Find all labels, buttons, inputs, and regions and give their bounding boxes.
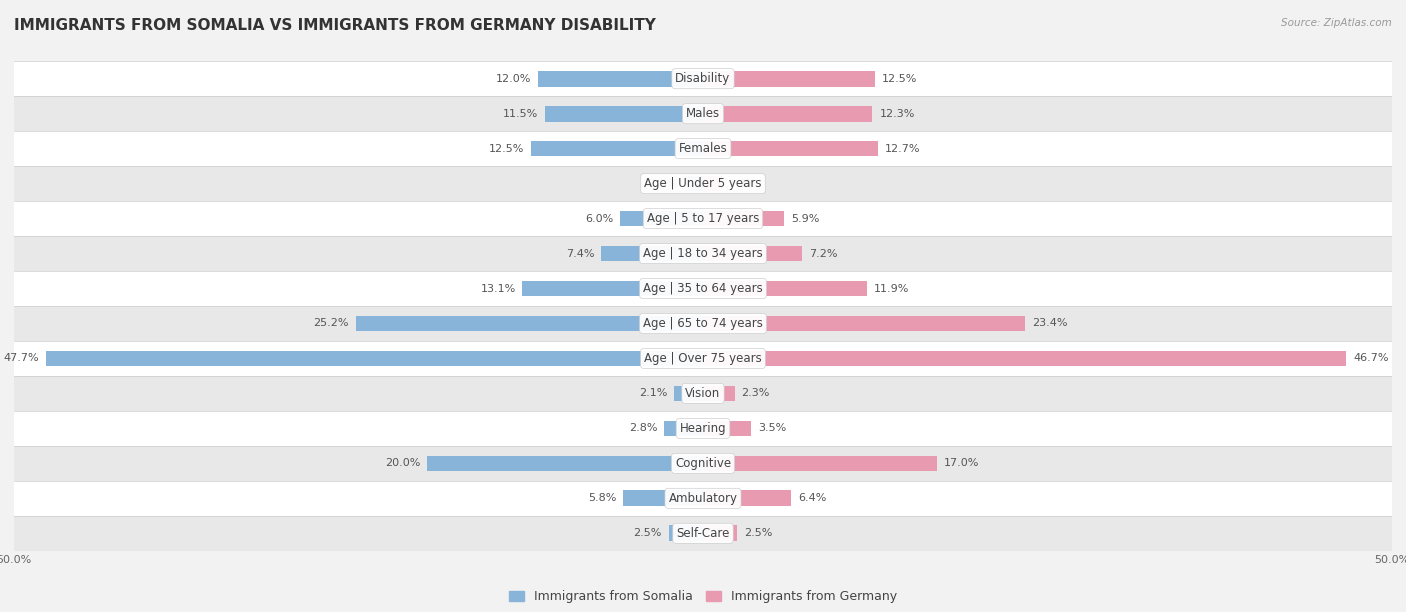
- Text: 1.4%: 1.4%: [730, 179, 758, 188]
- Text: 12.5%: 12.5%: [882, 73, 918, 84]
- Bar: [14, 131, 1392, 166]
- Text: 11.9%: 11.9%: [875, 283, 910, 294]
- Text: Ambulatory: Ambulatory: [668, 492, 738, 505]
- Text: 13.1%: 13.1%: [481, 283, 516, 294]
- Bar: [703, 386, 735, 401]
- Text: Self-Care: Self-Care: [676, 527, 730, 540]
- Bar: [14, 376, 1392, 411]
- Text: 12.7%: 12.7%: [884, 144, 921, 154]
- Text: 3.5%: 3.5%: [758, 424, 786, 433]
- Bar: [14, 306, 1392, 341]
- Bar: [703, 245, 803, 261]
- Bar: [14, 516, 1392, 551]
- Text: 2.8%: 2.8%: [628, 424, 658, 433]
- Bar: [14, 96, 1392, 131]
- Text: 2.5%: 2.5%: [744, 528, 773, 539]
- Bar: [703, 141, 877, 157]
- Text: Age | 35 to 64 years: Age | 35 to 64 years: [643, 282, 763, 295]
- Text: Source: ZipAtlas.com: Source: ZipAtlas.com: [1281, 18, 1392, 28]
- Text: 2.1%: 2.1%: [638, 389, 668, 398]
- Bar: [703, 71, 875, 86]
- Bar: [703, 211, 785, 226]
- Text: 12.0%: 12.0%: [495, 73, 531, 84]
- Text: Age | Over 75 years: Age | Over 75 years: [644, 352, 762, 365]
- Text: 23.4%: 23.4%: [1032, 318, 1067, 329]
- Text: 25.2%: 25.2%: [314, 318, 349, 329]
- Bar: [669, 526, 703, 541]
- Text: 6.4%: 6.4%: [799, 493, 827, 503]
- Bar: [600, 245, 703, 261]
- Bar: [703, 526, 738, 541]
- Bar: [623, 490, 703, 506]
- Bar: [703, 106, 873, 122]
- Bar: [685, 176, 703, 192]
- Text: Vision: Vision: [685, 387, 721, 400]
- Text: 46.7%: 46.7%: [1354, 354, 1389, 364]
- Text: 12.3%: 12.3%: [879, 109, 915, 119]
- Text: 7.4%: 7.4%: [565, 248, 595, 258]
- Text: 6.0%: 6.0%: [585, 214, 613, 223]
- Bar: [703, 420, 751, 436]
- Text: 2.3%: 2.3%: [741, 389, 770, 398]
- Text: 47.7%: 47.7%: [3, 354, 39, 364]
- Bar: [703, 316, 1025, 331]
- Bar: [356, 316, 703, 331]
- Bar: [703, 176, 723, 192]
- Bar: [531, 141, 703, 157]
- Bar: [46, 351, 703, 367]
- Bar: [620, 211, 703, 226]
- Text: IMMIGRANTS FROM SOMALIA VS IMMIGRANTS FROM GERMANY DISABILITY: IMMIGRANTS FROM SOMALIA VS IMMIGRANTS FR…: [14, 18, 657, 34]
- Bar: [14, 411, 1392, 446]
- Bar: [703, 351, 1347, 367]
- Bar: [14, 236, 1392, 271]
- Bar: [14, 271, 1392, 306]
- Bar: [703, 455, 938, 471]
- Bar: [673, 386, 703, 401]
- Bar: [703, 490, 792, 506]
- Bar: [544, 106, 703, 122]
- Bar: [703, 281, 868, 296]
- Bar: [14, 166, 1392, 201]
- Text: Females: Females: [679, 142, 727, 155]
- Text: 7.2%: 7.2%: [808, 248, 838, 258]
- Text: Age | Under 5 years: Age | Under 5 years: [644, 177, 762, 190]
- Bar: [14, 201, 1392, 236]
- Text: 11.5%: 11.5%: [502, 109, 537, 119]
- Text: Age | 65 to 74 years: Age | 65 to 74 years: [643, 317, 763, 330]
- Bar: [523, 281, 703, 296]
- Text: Hearing: Hearing: [679, 422, 727, 435]
- Bar: [14, 61, 1392, 96]
- Text: 5.9%: 5.9%: [792, 214, 820, 223]
- Text: Males: Males: [686, 107, 720, 120]
- Bar: [537, 71, 703, 86]
- Text: Age | 5 to 17 years: Age | 5 to 17 years: [647, 212, 759, 225]
- Bar: [427, 455, 703, 471]
- Text: 2.5%: 2.5%: [633, 528, 662, 539]
- Bar: [665, 420, 703, 436]
- Bar: [14, 446, 1392, 481]
- Text: 12.5%: 12.5%: [488, 144, 524, 154]
- Text: 1.3%: 1.3%: [650, 179, 678, 188]
- Text: Disability: Disability: [675, 72, 731, 85]
- Bar: [14, 341, 1392, 376]
- Text: Age | 18 to 34 years: Age | 18 to 34 years: [643, 247, 763, 260]
- Text: Cognitive: Cognitive: [675, 457, 731, 470]
- Text: 20.0%: 20.0%: [385, 458, 420, 468]
- Legend: Immigrants from Somalia, Immigrants from Germany: Immigrants from Somalia, Immigrants from…: [505, 585, 901, 608]
- Bar: [14, 481, 1392, 516]
- Text: 5.8%: 5.8%: [588, 493, 616, 503]
- Text: 17.0%: 17.0%: [945, 458, 980, 468]
